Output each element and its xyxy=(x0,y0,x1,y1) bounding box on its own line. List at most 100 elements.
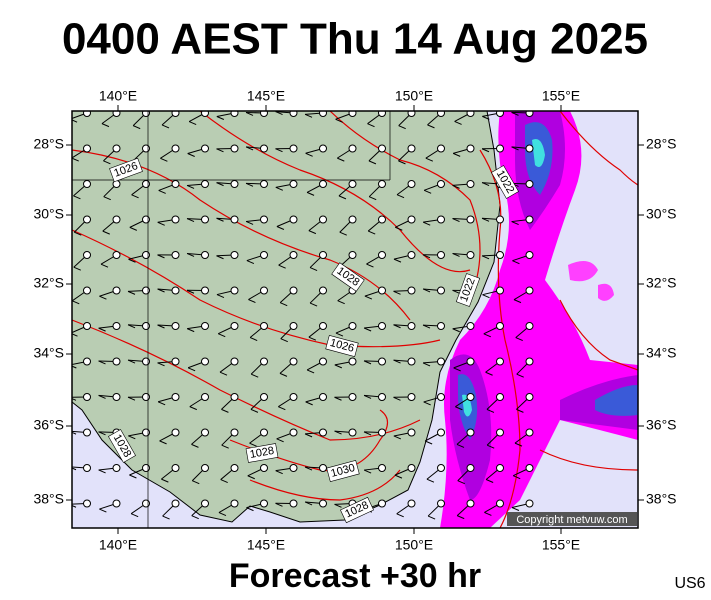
station xyxy=(407,180,416,188)
station xyxy=(407,464,416,472)
barb-flag xyxy=(158,190,166,194)
station xyxy=(525,111,534,117)
station xyxy=(171,286,180,295)
barb-flag xyxy=(72,119,78,123)
station xyxy=(437,215,445,224)
station xyxy=(201,428,209,437)
barb-flag xyxy=(335,332,344,337)
barb-flag xyxy=(249,442,257,447)
contour-label-box xyxy=(245,443,279,463)
barb-flag xyxy=(304,433,313,438)
station xyxy=(112,286,121,295)
station xyxy=(466,251,475,259)
barb-flag xyxy=(103,196,111,201)
station xyxy=(407,286,416,295)
barb-flag xyxy=(186,328,195,333)
station xyxy=(378,215,386,224)
barb-flag xyxy=(305,401,313,406)
station xyxy=(348,111,357,117)
station xyxy=(83,144,91,153)
station xyxy=(201,111,209,117)
barb-flag xyxy=(98,360,106,365)
station xyxy=(260,499,268,508)
barb-flag xyxy=(304,113,313,118)
map-title: 0400 AEST Thu 14 Aug 2025 xyxy=(62,15,648,64)
station xyxy=(319,111,327,117)
barb-flag xyxy=(513,299,522,304)
barb-flag xyxy=(159,440,167,445)
station xyxy=(142,322,150,330)
station xyxy=(496,322,504,330)
station xyxy=(260,464,268,472)
station xyxy=(289,499,298,508)
barb-flag xyxy=(363,431,372,436)
barb-flag xyxy=(515,337,523,342)
lat-label-right: 28°S xyxy=(646,136,677,152)
station xyxy=(112,251,121,259)
barb-flag xyxy=(245,182,254,187)
barb-flag xyxy=(393,324,401,329)
barb-flag xyxy=(452,328,460,333)
station xyxy=(289,393,298,401)
station xyxy=(319,180,327,188)
lat-label-left: 28°S xyxy=(33,136,64,152)
station xyxy=(201,251,209,259)
station xyxy=(260,251,268,259)
barb-flag xyxy=(161,478,169,483)
station xyxy=(407,322,416,330)
station xyxy=(142,499,150,508)
station xyxy=(348,144,357,153)
station xyxy=(319,286,327,295)
barb-flag xyxy=(393,290,401,295)
station xyxy=(230,428,239,437)
station xyxy=(496,215,504,224)
barb-flag xyxy=(396,513,404,518)
barb-flag xyxy=(512,260,520,265)
station xyxy=(437,251,445,259)
barb-flag xyxy=(456,443,465,448)
station xyxy=(83,286,91,295)
station xyxy=(348,251,357,259)
barb-flag xyxy=(334,396,342,401)
barb-flag xyxy=(191,443,199,448)
station xyxy=(230,251,239,259)
station xyxy=(378,393,386,401)
station xyxy=(525,322,534,330)
station xyxy=(437,357,445,366)
lat-label-right: 38°S xyxy=(646,491,677,507)
station xyxy=(201,464,209,472)
barb-flag xyxy=(280,338,288,343)
station xyxy=(142,357,150,366)
barb-flag xyxy=(102,230,110,235)
barb-flag xyxy=(453,367,461,372)
station xyxy=(466,464,475,472)
station xyxy=(83,499,91,508)
barb-flag xyxy=(393,396,401,401)
station xyxy=(407,428,416,437)
station xyxy=(260,393,268,401)
station xyxy=(319,357,327,366)
station xyxy=(83,428,91,437)
station xyxy=(171,215,180,224)
barb-flag xyxy=(187,153,195,157)
barb-flag xyxy=(367,123,375,128)
station xyxy=(319,144,327,153)
station xyxy=(319,251,327,259)
station xyxy=(319,322,327,330)
station xyxy=(260,322,268,330)
station xyxy=(112,499,121,508)
station xyxy=(142,180,150,188)
station xyxy=(437,428,445,437)
grid xyxy=(72,111,391,528)
barb-flag xyxy=(99,295,107,300)
barb-flag xyxy=(216,255,224,260)
station xyxy=(260,357,268,366)
station xyxy=(171,357,180,366)
barb-flag xyxy=(192,480,200,485)
barb-flag xyxy=(452,152,461,157)
station xyxy=(230,215,239,224)
barb-flag xyxy=(101,123,110,128)
barb-flag xyxy=(129,474,137,479)
station xyxy=(201,393,209,401)
lon-label-top: 140°E xyxy=(99,88,137,104)
